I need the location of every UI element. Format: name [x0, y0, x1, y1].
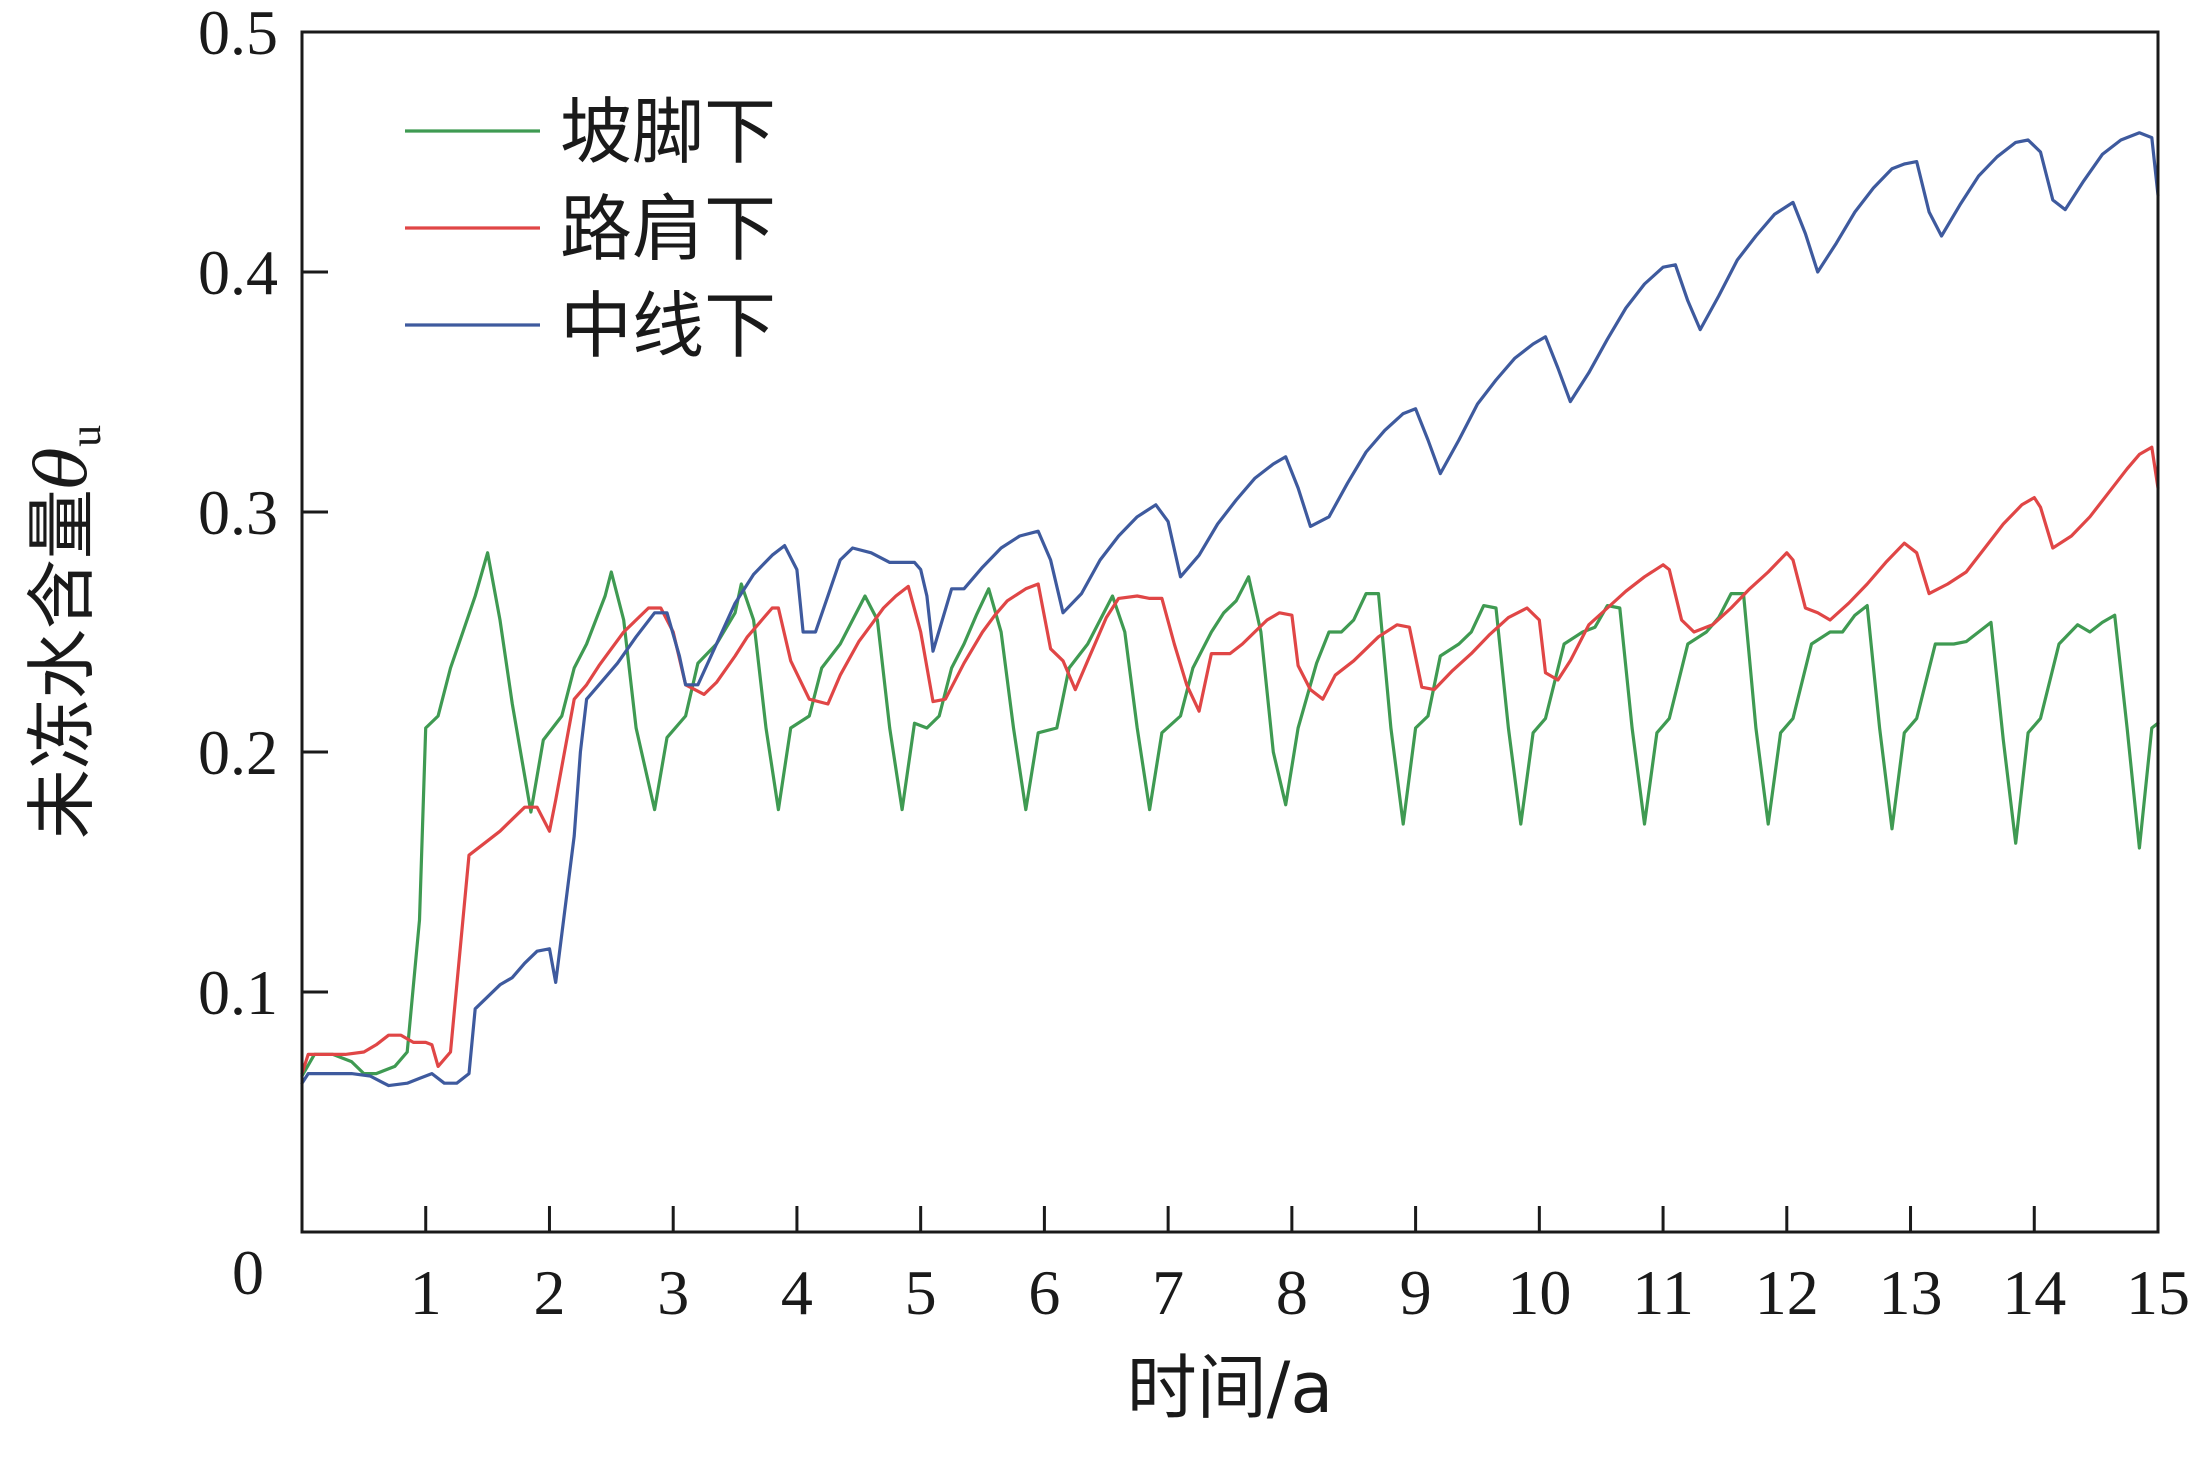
legend-label-1: 坡脚下: [560, 90, 776, 174]
legend-label-2: 路肩下: [560, 187, 776, 271]
series-line-1: [300, 551, 2160, 1078]
x-tick-label: 13: [1879, 1257, 1943, 1328]
x-tick-label: 11: [1632, 1257, 1694, 1328]
series-layer: [300, 131, 2160, 1088]
y-tick-label: 0.1: [198, 957, 278, 1028]
y-axis-title-symbol: θ: [21, 447, 103, 489]
y-tick-label: 0.5: [198, 0, 278, 68]
x-tick-label: 14: [2002, 1257, 2066, 1328]
x-tick-label: 6: [1028, 1257, 1060, 1328]
origin-label: 0: [232, 1237, 264, 1308]
x-tick-label: 2: [533, 1257, 565, 1328]
x-tick-label: 9: [1400, 1257, 1432, 1328]
x-axis-title: 时间/a: [1127, 1347, 1333, 1429]
tick-labels: 1 2 3 4 5 6 7 8 9 10 11 12 13 14 150.10.20.30.40.5: [198, 0, 2190, 1328]
x-tick-label: 3: [657, 1257, 689, 1328]
y-axis-title: 未冻水含量θu: [21, 425, 110, 839]
tick-marks: [302, 270, 2160, 1232]
x-tick-label: 7: [1152, 1257, 1184, 1328]
y-axis-title-subscript: u: [61, 425, 110, 447]
x-tick-label: 4: [781, 1257, 813, 1328]
legend-label-3: 中线下: [560, 284, 776, 368]
y-tick-label: 0.3: [198, 477, 278, 548]
x-tick-label: 12: [1755, 1257, 1819, 1328]
x-tick-label: 10: [1507, 1257, 1571, 1328]
x-tick-label: 15: [2126, 1257, 2190, 1328]
x-tick-label: 8: [1276, 1257, 1308, 1328]
y-tick-label: 0.2: [198, 717, 278, 788]
x-tick-label: 1: [410, 1257, 442, 1328]
y-tick-label: 0.4: [198, 237, 278, 308]
plot-frame: [300, 30, 2160, 1234]
series-line-3: [300, 131, 2160, 1088]
y-axis-title-text: 未冻水含量: [21, 489, 103, 839]
x-tick-label: 5: [905, 1257, 937, 1328]
y-axis-title-group: 未冻水含量θu: [21, 425, 110, 839]
series-line-2: [300, 445, 2160, 1076]
